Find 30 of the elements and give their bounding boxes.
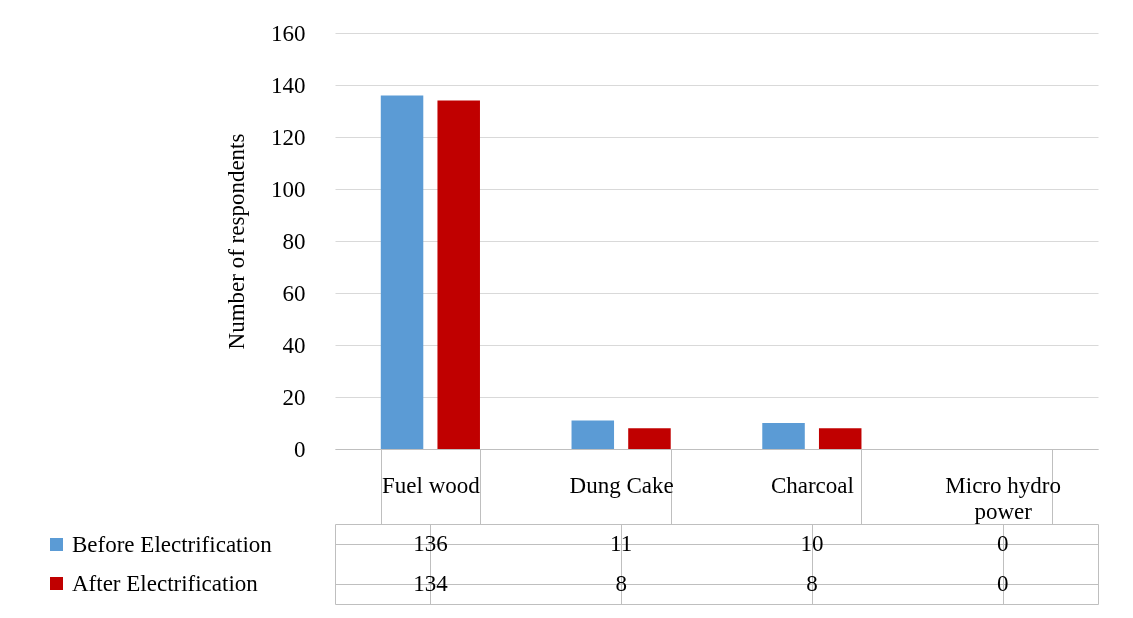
y-tick-label: 140 bbox=[271, 72, 306, 98]
y-tick-label: 100 bbox=[271, 176, 306, 202]
y-tick-label: 40 bbox=[282, 332, 306, 358]
bar bbox=[762, 423, 805, 449]
y-tick-label: 0 bbox=[294, 436, 306, 462]
data-label: 0 bbox=[996, 531, 1009, 556]
y-tick-label: 80 bbox=[282, 228, 306, 254]
bar bbox=[437, 100, 480, 449]
bar bbox=[571, 420, 615, 449]
y-tick-label: 160 bbox=[271, 20, 306, 46]
y-tick-label: 120 bbox=[271, 124, 306, 150]
y-axis-title: Number of respondents bbox=[224, 133, 249, 350]
data-label: 134 bbox=[413, 571, 449, 596]
bar bbox=[380, 95, 424, 449]
y-tick-label: 20 bbox=[282, 384, 306, 410]
data-label: 11 bbox=[610, 531, 633, 556]
legend-label: After Electrification bbox=[72, 570, 259, 596]
data-label: 136 bbox=[413, 531, 448, 556]
bar bbox=[818, 428, 862, 449]
x-tick-label: Micro hydro power bbox=[945, 473, 1061, 524]
legend-label: Before Electrification bbox=[72, 531, 273, 557]
bar bbox=[628, 428, 671, 449]
data-label: 10 bbox=[800, 531, 824, 556]
x-tick-label: Charcoal bbox=[770, 473, 854, 498]
y-tick-label: 60 bbox=[282, 280, 306, 306]
data-label: 0 bbox=[996, 571, 1009, 596]
x-tick-label: Fuel wood bbox=[382, 473, 481, 498]
data-label: 8 bbox=[615, 571, 627, 596]
x-tick-label: Dung Cake bbox=[569, 473, 674, 498]
data-label: 8 bbox=[806, 571, 818, 596]
